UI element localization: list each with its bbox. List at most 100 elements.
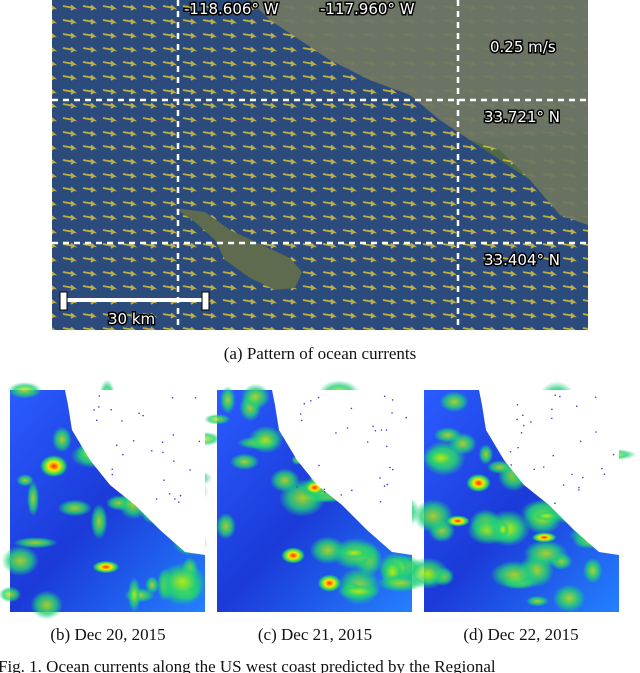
heatmap-blob [525,595,549,607]
heatmap-panel [404,381,637,613]
dot [578,486,580,489]
heatmap-blob [127,577,141,613]
dot [178,501,180,503]
heatmap-blob [27,480,40,517]
dot [335,432,337,434]
heatmap-blob [204,413,231,425]
heatmap-blob [13,537,58,549]
dot [516,404,519,406]
dot [603,473,606,475]
dot [383,485,386,487]
dot [122,453,124,456]
map-label: -117.960° W [320,0,415,18]
dot [95,419,98,422]
dot [386,483,388,486]
heatmap-blob [413,499,454,533]
heatmaps [0,379,637,620]
heatmap-blob [495,520,510,539]
heatmap-blob [486,460,514,474]
dot [533,468,536,471]
map-label: 0.25 m/s [490,38,556,56]
dot [530,421,532,423]
dot [579,440,582,443]
dot [93,409,95,411]
dot [562,484,565,486]
dot [300,419,303,422]
heatmap-blob [90,503,108,540]
heatmap-blob [523,540,568,567]
dot [554,394,557,396]
dot [383,395,386,398]
dot [168,493,171,495]
dot [303,402,306,405]
dot [516,418,518,421]
heatmap-hotspot [92,560,120,574]
dot [138,412,140,415]
dot [105,496,108,498]
heatmap-blob [490,560,538,589]
dot [115,444,118,446]
dot [391,399,394,401]
heatmap-hotspot [281,547,305,564]
heatmap-blob [248,425,284,454]
dot [299,413,302,415]
heatmap-blob [337,546,371,560]
heatmap-blob [57,499,92,517]
dot [551,417,553,420]
land [479,390,619,555]
dot [97,479,100,481]
heatmap-hotspot [531,532,557,543]
dot [309,399,312,402]
dot [391,412,393,414]
heatmap-blob [215,513,236,540]
dot [522,414,524,417]
heatmap-panel [204,380,424,612]
dot [172,434,175,436]
heatmap-blob [423,447,458,469]
dot [317,396,320,399]
dot [346,427,349,429]
dot [385,445,388,448]
dot [380,429,383,431]
dot [405,416,408,419]
heatmap-blob [404,557,450,589]
heatmap-hotspot [39,455,68,478]
dot [575,405,578,408]
heatmap-hotspot [466,473,491,493]
dot [150,449,153,452]
dot [111,468,114,471]
dot [601,467,603,470]
dot [142,414,144,417]
dot [98,406,100,408]
dot [595,431,597,433]
dot [163,479,165,481]
scale-bar [59,291,210,311]
heatmap-blob [145,576,160,594]
dot [510,464,513,466]
dot [161,441,164,444]
dot [110,408,112,411]
land [272,390,412,555]
dot [173,460,175,462]
dot [179,494,182,497]
dot [594,396,597,399]
dot [198,440,201,443]
heatmap-blob [0,586,22,603]
heatmap-blob [583,557,603,584]
dot [189,469,191,471]
dot [612,453,615,456]
dot [551,408,553,411]
heatmap-blob [229,453,260,470]
dot [132,440,135,442]
map-label: 30 km [108,310,155,328]
subfigure-caption: (d) Dec 22, 2015 [463,625,578,644]
heatmap-hotspot [317,574,342,592]
dot [520,432,523,434]
dot [171,397,174,399]
dot [366,441,369,443]
map-label: 33.404° N [484,251,560,269]
dot [323,488,326,491]
heatmap-blob [337,583,381,600]
heatmap-blob [532,510,561,522]
figure-caption: Fig. 1. Ocean currents along the US west… [0,657,496,673]
